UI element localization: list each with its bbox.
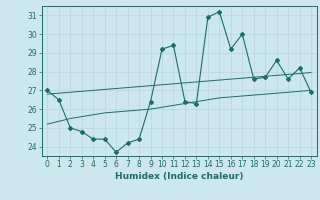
X-axis label: Humidex (Indice chaleur): Humidex (Indice chaleur) [115,172,244,181]
